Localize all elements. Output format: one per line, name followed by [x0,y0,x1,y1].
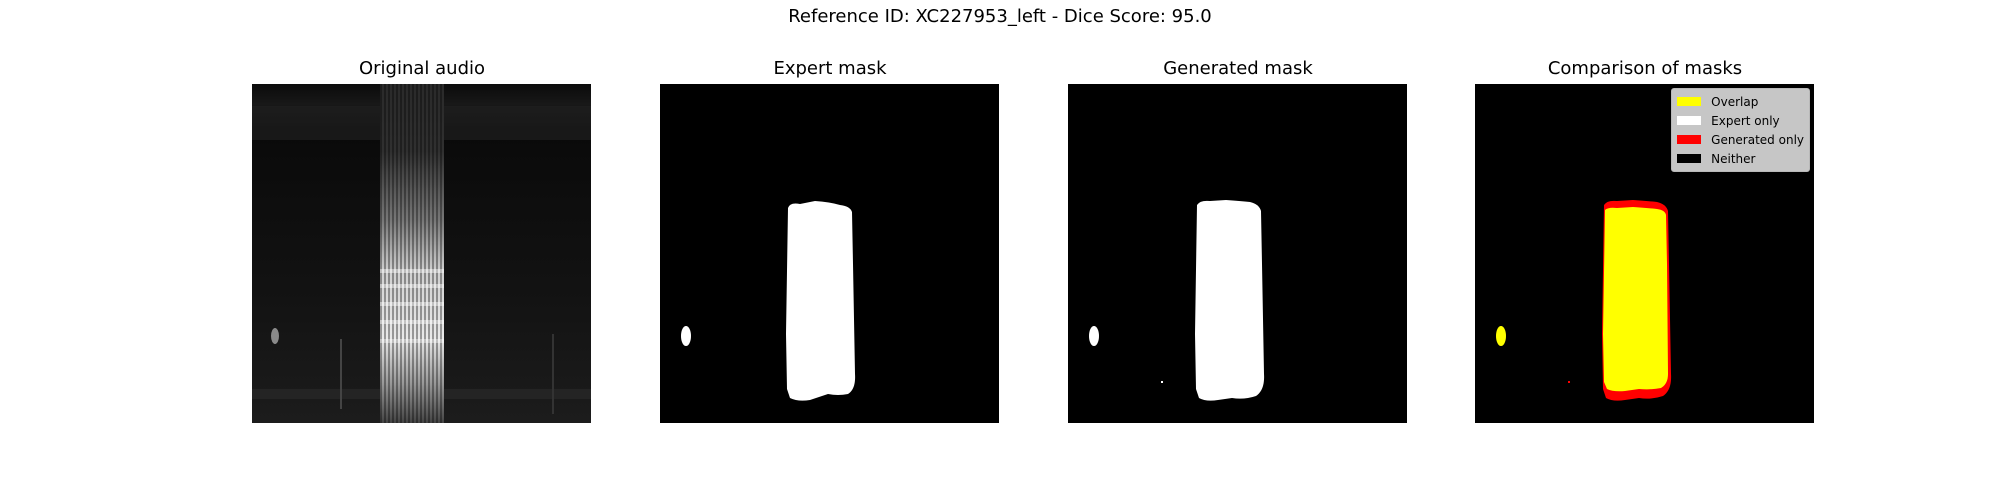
legend-label-overlap: Overlap [1711,94,1759,109]
figure-title: Reference ID: XC227953_left - Dice Score… [788,6,1212,27]
legend-swatch-overlap [1677,97,1702,106]
legend-item-neither: Neither [1677,149,1804,168]
legend-label-neither: Neither [1711,151,1756,166]
generated-mask-image [1068,84,1407,423]
legend-swatch-expert-only [1677,116,1702,125]
legend: Overlap Expert only Generated only Neith… [1671,88,1810,172]
panel-title-expert-mask: Expert mask [773,58,887,79]
panel-title-original-audio: Original audio [358,58,486,79]
legend-swatch-generated-only [1677,135,1702,144]
spectrogram-image [252,84,591,423]
expert-mask-image [660,84,999,423]
panel-title-generated-mask: Generated mask [1163,58,1313,79]
legend-item-expert-only: Expert only [1677,111,1804,130]
panel-title-comparison: Comparison of masks [1547,58,1743,79]
legend-swatch-neither [1677,154,1702,163]
comparison-mask-image: Overlap Expert only Generated only Neith… [1475,84,1814,423]
legend-label-expert-only: Expert only [1711,113,1780,128]
legend-item-overlap: Overlap [1677,92,1804,111]
legend-item-generated-only: Generated only [1677,130,1804,149]
legend-label-generated-only: Generated only [1711,132,1804,147]
